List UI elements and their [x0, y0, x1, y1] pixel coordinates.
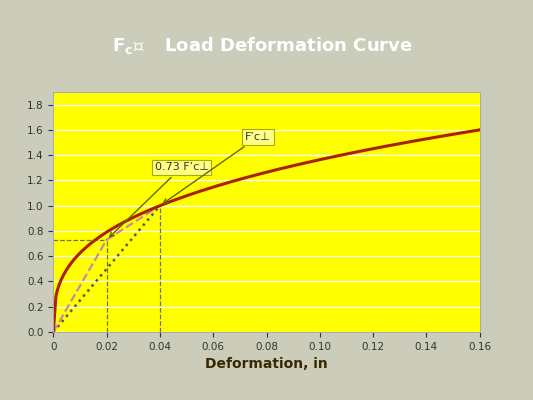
- Eq. 1.0: [157, 203, 163, 208]
- Eq. 3.0: [446, 133, 452, 138]
- Eq. 1.0: [50, 330, 56, 334]
- Eq. 3.0: [223, 181, 229, 186]
- Eq. 3.0: [386, 143, 392, 148]
- Text: F’c⊥: F’c⊥: [164, 132, 271, 203]
- Eq. 2.0: [103, 237, 110, 242]
- Text: $\mathbf{F_c\!\perp}$   Load Deformation Curve: $\mathbf{F_c\!\perp}$ Load Deformation C…: [112, 36, 413, 56]
- Eq. 3.0: [50, 330, 56, 334]
- Eq. 3.0: [477, 128, 483, 132]
- Line: Eq. 3.0: Eq. 3.0: [53, 130, 480, 332]
- X-axis label: Deformation, in: Deformation, in: [205, 357, 328, 371]
- Eq. 3.0: [410, 139, 416, 144]
- Legend: Eq. 1.0, Eq. 2.0, Eq. 3.0: Eq. 1.0, Eq. 2.0, Eq. 3.0: [148, 399, 385, 400]
- Line: Eq. 2.0: Eq. 2.0: [53, 206, 160, 332]
- Text: 0.73 F’c⊥: 0.73 F’c⊥: [110, 162, 208, 237]
- Line: Eq. 1.0: Eq. 1.0: [53, 206, 160, 332]
- Eq. 3.0: [342, 152, 348, 157]
- Eq. 2.0: [50, 330, 56, 334]
- Eq. 3.0: [237, 177, 244, 182]
- Eq. 2.0: [157, 203, 163, 208]
